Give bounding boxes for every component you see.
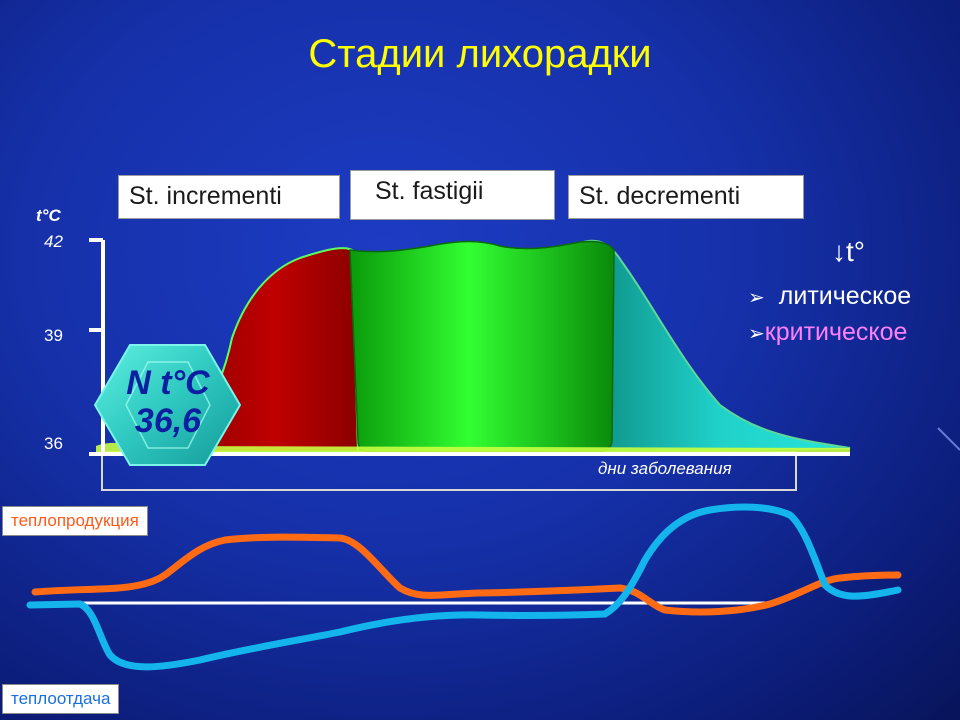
days-axis-label: дни заболевания (598, 459, 732, 478)
decline-lytic-label: литическое (778, 282, 912, 310)
temperature-unit-label: t°C (36, 206, 61, 225)
normal-temp-line2: 36,6 (134, 402, 202, 440)
bullet-arrow-icon: ➢ (748, 323, 765, 345)
heat-production-label: теплопродукция (2, 506, 148, 536)
decline-lytic-item: ➢ литическое (748, 282, 911, 311)
stage-increment-label: St. incrementi (118, 175, 340, 219)
tick-label-42: 42 (44, 232, 63, 251)
baseline-strip (96, 442, 850, 452)
stage-fastigii-label: St. fastigii (350, 170, 555, 220)
heat-loss-curve (26, 503, 902, 671)
decline-header: ↓t° (832, 236, 865, 267)
normal-temp-label: N t°C 36,6 (98, 364, 238, 440)
slide-title: Стадии лихорадки (308, 32, 652, 76)
normal-temp-hexagon (93, 344, 242, 466)
bullet-arrow-icon: ➢ (748, 287, 765, 309)
tick-label-36: 36 (44, 434, 63, 453)
heat-production-curve (31, 533, 902, 616)
heat-loss-label: теплоотдача (2, 684, 120, 714)
tick-label-39: 39 (44, 326, 63, 345)
fastigii-stage-area (349, 240, 615, 453)
normal-temp-line1: N t°C (126, 364, 210, 402)
stage-decrement-label: St. decrementi (568, 175, 804, 219)
decline-critical-item: ➢критическое (748, 318, 907, 347)
decline-critical-label: критическое (764, 318, 908, 346)
